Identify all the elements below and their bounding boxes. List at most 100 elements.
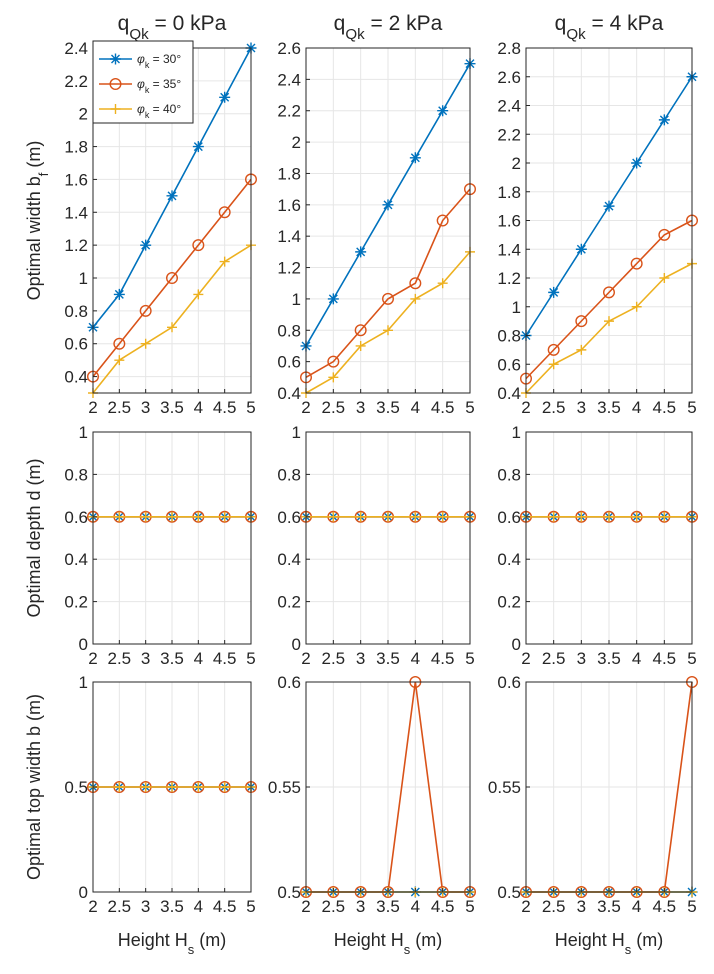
legend-entry-phi-35: φk = 35° — [99, 77, 181, 95]
legend-symbol: φ — [137, 77, 145, 91]
x-tick-label: 5 — [687, 398, 696, 417]
x-tick-label: 4.5 — [653, 897, 677, 916]
y-axis-label: Optimal top width b (m) — [24, 694, 44, 880]
data-point — [165, 272, 178, 285]
x-tick-label: 5 — [687, 649, 696, 668]
legend-label: φk = 40° — [137, 102, 181, 120]
y-tick-label: 2.6 — [277, 39, 301, 58]
legend-sub: k — [145, 110, 150, 120]
subplot-title-rest: = 4 kPa — [586, 12, 664, 35]
series-phi-35 — [520, 214, 699, 385]
data-point — [327, 293, 339, 305]
data-point — [603, 286, 616, 299]
x-tick-label: 5 — [687, 897, 696, 916]
data-point — [218, 206, 231, 219]
y-tick-label: 0.2 — [277, 593, 301, 612]
subplot-title-sub: Qk — [345, 26, 365, 43]
x-tick-label: 3 — [356, 897, 365, 916]
y-tick-label: 0.2 — [497, 593, 521, 612]
y-tick-label: 0.8 — [64, 302, 88, 321]
x-tick-label: 2 — [88, 897, 97, 916]
x-tick-label: 2 — [521, 897, 530, 916]
x-tick-label: 4.5 — [213, 649, 237, 668]
y-tick-label: 0.6 — [497, 355, 521, 374]
x-tick-label: 2.5 — [108, 398, 132, 417]
data-point — [382, 292, 395, 305]
subplot-bf2: 2 2.5 3 3.5 4 4.5 5 0.4 0.6 0.8 1 1.2 1.4 1.6 1.8 2 2.2 2… — [277, 12, 477, 417]
y-tick-label: 1.4 — [277, 227, 301, 246]
y-tick-label: 0.8 — [64, 465, 88, 484]
data-point — [604, 316, 614, 327]
series-phi-40 — [88, 511, 256, 522]
x-tick-label: 3.5 — [597, 649, 621, 668]
x-tick-label: 2 — [301, 897, 310, 916]
legend-sub: k — [145, 85, 150, 95]
data-point — [113, 337, 126, 350]
subplot-b0: 2 2.5 3 3.5 4 4.5 5 0 0.5 1 Optimal top width b (m… — [24, 673, 257, 957]
x-tick-label: 2 — [88, 649, 97, 668]
y-tick-label: 0.55 — [268, 778, 301, 797]
legend-rest: = 30° — [149, 52, 181, 66]
legend-sub: k — [145, 60, 150, 70]
y-tick-label: 1 — [79, 673, 88, 692]
legend-label: φk = 30° — [137, 52, 181, 70]
series-phi-40 — [521, 511, 697, 522]
y-tick-label: 1.2 — [277, 259, 301, 278]
y-tick-label: 0.8 — [497, 465, 521, 484]
y-tick-label: 1.6 — [497, 212, 521, 231]
y-tick-label: 1.8 — [497, 183, 521, 202]
data-point — [139, 304, 152, 317]
data-point — [192, 239, 205, 252]
x-tick-label: 3.5 — [376, 649, 400, 668]
legend-marker — [110, 104, 121, 114]
data-point — [437, 105, 449, 117]
subplot-title-main: q — [118, 12, 130, 35]
y-tick-label: 2.4 — [277, 70, 301, 89]
x-axis-label-rest: (m) — [631, 930, 663, 950]
y-tick-label: 0.6 — [277, 673, 301, 692]
y-axis-label-main: Optimal depth d (m) — [24, 458, 44, 617]
y-tick-label: 0.5 — [277, 883, 301, 902]
x-tick-label: 2.5 — [322, 649, 346, 668]
data-point — [114, 782, 125, 792]
data-point — [355, 511, 366, 522]
x-tick-label: 2 — [301, 398, 310, 417]
y-tick-label: 0.8 — [497, 327, 521, 346]
data-point — [603, 200, 615, 212]
x-tick-label: 3.5 — [160, 398, 184, 417]
x-tick-label: 2 — [521, 649, 530, 668]
x-tick-label: 4.5 — [431, 398, 455, 417]
x-tick-label: 2.5 — [108, 649, 132, 668]
y-tick-label: 0.2 — [64, 593, 88, 612]
x-tick-label: 3.5 — [597, 398, 621, 417]
legend-entry-phi-30: φk = 30° — [99, 52, 181, 70]
x-tick-label: 3.5 — [160, 897, 184, 916]
x-axis-label-main: Height H — [334, 930, 404, 950]
x-tick-label: 5 — [246, 897, 255, 916]
y-tick-label: 1.8 — [277, 164, 301, 183]
y-axis-label-sub: f — [36, 172, 51, 176]
y-tick-label: 2 — [292, 133, 301, 152]
data-point — [192, 141, 204, 153]
x-tick-label: 4.5 — [431, 649, 455, 668]
data-point — [410, 511, 421, 522]
x-tick-label: 5 — [465, 649, 474, 668]
x-tick-label: 3 — [577, 398, 586, 417]
x-tick-label: 2 — [301, 649, 310, 668]
y-axis-label: Optimal depth d (m) — [24, 458, 44, 617]
x-tick-label: 2.5 — [542, 649, 566, 668]
x-tick-label: 4 — [194, 649, 203, 668]
data-point — [219, 782, 230, 792]
data-point — [382, 199, 394, 211]
y-tick-label: 1.4 — [64, 203, 88, 222]
y-tick-label: 1 — [292, 423, 301, 442]
y-tick-label: 2.4 — [497, 97, 521, 116]
x-tick-label: 2 — [88, 398, 97, 417]
subplot-b4: 2 2.5 3 3.5 4 4.5 5 0.5 0.55 0.6 Height Hs (m) — [488, 673, 699, 957]
y-tick-label: 1.2 — [497, 269, 521, 288]
x-tick-label: 4.5 — [213, 398, 237, 417]
x-tick-label: 4.5 — [653, 649, 677, 668]
data-point — [631, 301, 642, 312]
y-tick-label: 0.4 — [277, 550, 301, 569]
data-point — [410, 293, 421, 304]
